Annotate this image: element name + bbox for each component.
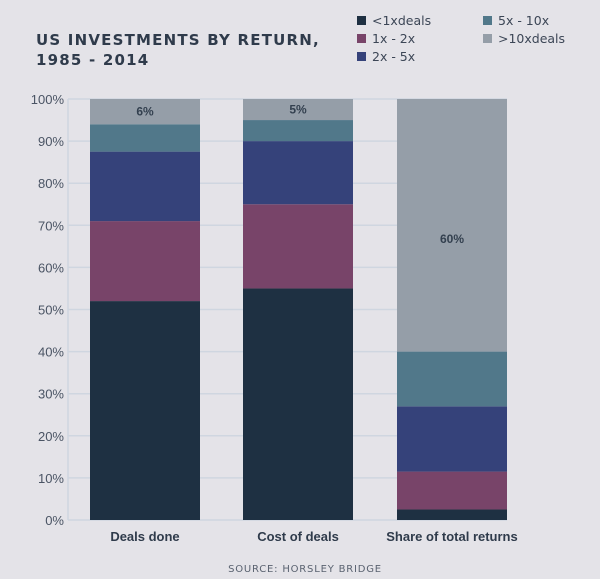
data-label: 60% <box>440 232 464 246</box>
bar-segment-1-1 <box>90 301 200 520</box>
bar-segment-1-2 <box>90 221 200 302</box>
legend-swatch <box>483 16 492 25</box>
bar-segment-3-1 <box>397 509 507 520</box>
legend-label: <1xdeals <box>372 13 431 28</box>
bar-segment-3-2 <box>397 471 507 510</box>
y-tick-label: 20% <box>38 429 64 444</box>
legend-swatch <box>357 52 366 61</box>
legend-label: >10xdeals <box>498 31 565 46</box>
bar-segment-3-4 <box>397 351 507 407</box>
y-tick-label: 10% <box>38 471 64 486</box>
y-tick-label: 90% <box>38 134 64 149</box>
legend-label: 1x - 2x <box>372 31 415 46</box>
x-category-label: Deals done <box>110 529 179 544</box>
bar-segment-3-3 <box>397 406 507 472</box>
y-tick-label: 50% <box>38 303 64 318</box>
bar-segment-2-2 <box>243 204 353 289</box>
data-label: 5% <box>289 103 307 117</box>
legend-label: 2x - 5x <box>372 49 415 64</box>
bar-segment-1-3 <box>90 151 200 222</box>
legend-label: 5x - 10x <box>498 13 549 28</box>
x-category-label: Cost of deals <box>257 529 339 544</box>
bar-segment-3-5 <box>397 99 507 352</box>
bar-segment-2-4 <box>243 120 353 142</box>
bar-segment-2-3 <box>243 141 353 205</box>
data-label: 6% <box>136 105 154 119</box>
source-note: SOURCE: HORSLEY BRIDGE <box>228 564 382 575</box>
bar-segment-2-5 <box>243 99 353 121</box>
bars: 6% 5% 60% <box>90 99 507 520</box>
y-tick-label: 70% <box>38 218 64 233</box>
bar-segment-2-1 <box>243 288 353 520</box>
y-tick-label: 30% <box>38 387 64 402</box>
legend: <1xdeals 1x - 2x 2x - 5x 5x - 10x >10xdeals <box>357 13 565 64</box>
y-tick-label: 60% <box>38 260 64 275</box>
legend-swatch <box>357 16 366 25</box>
chart-title-line-1: US INVESTMENTS BY RETURN, <box>36 31 320 49</box>
y-tick-label: 40% <box>38 345 64 360</box>
y-axis-ticks: 0% 10% 20% 30% 40% 50% 60% 70% 80% 90% 100% <box>31 92 65 528</box>
y-tick-label: 100% <box>31 92 65 107</box>
y-tick-label: 0% <box>45 513 64 528</box>
bar-segment-1-5 <box>90 99 200 125</box>
legend-swatch <box>483 34 492 43</box>
chart-title-line-2: 1985 - 2014 <box>36 51 149 69</box>
x-axis-labels: Deals done Cost of deals Share of total re… <box>110 529 517 544</box>
legend-swatch <box>357 34 366 43</box>
x-category-label: Share of total returns <box>386 529 517 544</box>
y-tick-label: 80% <box>38 176 64 191</box>
bar-segment-1-4 <box>90 124 200 152</box>
